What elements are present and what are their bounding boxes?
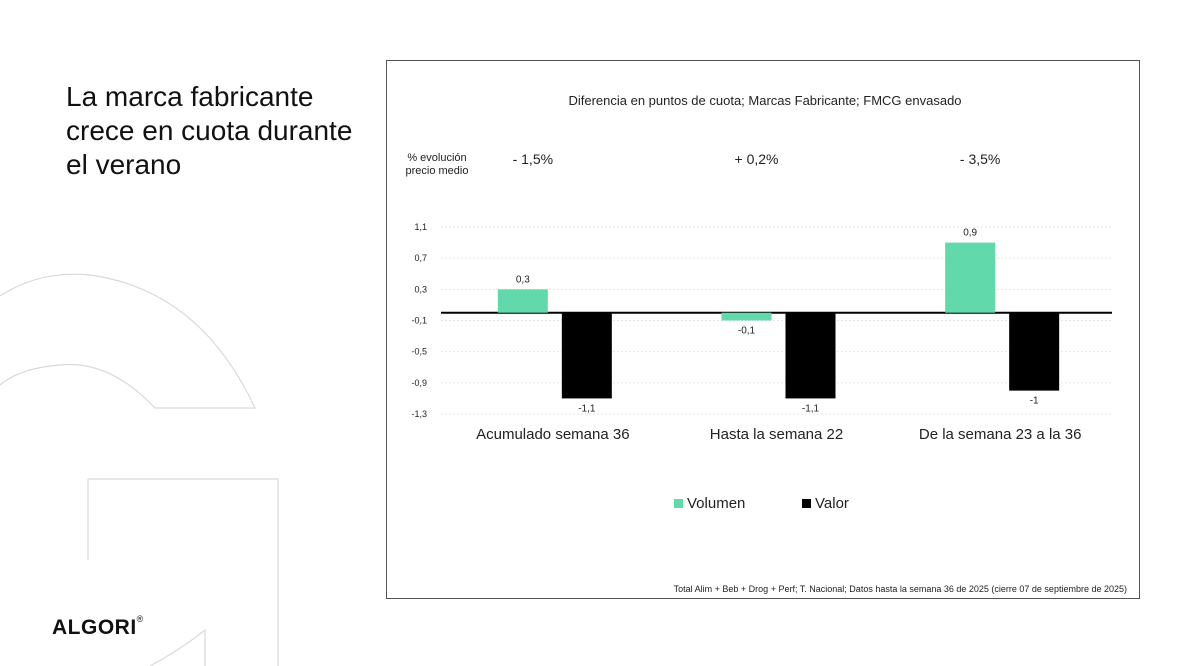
price-change-value: - 1,5% xyxy=(513,151,553,167)
y-tick-label: -0,5 xyxy=(411,347,427,357)
bar-volumen xyxy=(497,289,548,313)
legend-swatch-volumen xyxy=(674,499,683,508)
bar-volumen xyxy=(721,312,772,321)
price-change-value: - 3,5% xyxy=(960,151,1000,167)
bar-volumen xyxy=(945,242,996,313)
price-label-line2: precio medio xyxy=(406,165,469,177)
y-tick-label: -0,1 xyxy=(411,316,427,326)
bar-valor xyxy=(561,312,612,399)
registered-mark: ® xyxy=(136,614,144,624)
logo-text: ALGORI xyxy=(52,616,137,639)
y-tick-label: 0,3 xyxy=(414,284,427,294)
price-label-line1: % evolución xyxy=(407,152,466,164)
data-label: 0,9 xyxy=(963,228,977,239)
data-label: -1 xyxy=(1030,396,1039,407)
footnote: Total Alim + Beb + Drog + Perf; T. Nacio… xyxy=(674,584,1127,594)
bar-valor xyxy=(785,312,836,399)
category-label: Acumulado semana 36 xyxy=(476,426,629,443)
data-label: -1,1 xyxy=(802,403,820,414)
chart-frame: Diferencia en puntos de cuota; Marcas Fa… xyxy=(386,60,1140,599)
legend-swatch-valor xyxy=(802,499,811,508)
headline: La marca fabricante crece en cuota duran… xyxy=(66,81,353,180)
category-label: De la semana 23 a la 36 xyxy=(919,426,1082,443)
bar-valor xyxy=(1009,312,1060,391)
chart-title: Diferencia en puntos de cuota; Marcas Fa… xyxy=(568,93,961,108)
legend-label-volumen: Volumen xyxy=(687,495,745,512)
y-tick-label: 1,1 xyxy=(414,222,427,232)
y-tick-label: -1,3 xyxy=(411,409,427,419)
category-label: Hasta la semana 22 xyxy=(710,426,843,443)
y-tick-label: 0,7 xyxy=(414,253,427,263)
legend-label-valor: Valor xyxy=(815,495,849,512)
price-change-value: + 0,2% xyxy=(735,151,779,167)
bar-chart: Diferencia en puntos de cuota; Marcas Fa… xyxy=(406,93,1127,594)
y-tick-label: -0,9 xyxy=(411,378,427,388)
data-label: -1,1 xyxy=(578,403,596,414)
algori-logo: ALGORI® xyxy=(52,614,144,640)
data-label: 0,3 xyxy=(516,274,530,285)
data-label: -0,1 xyxy=(738,326,756,337)
